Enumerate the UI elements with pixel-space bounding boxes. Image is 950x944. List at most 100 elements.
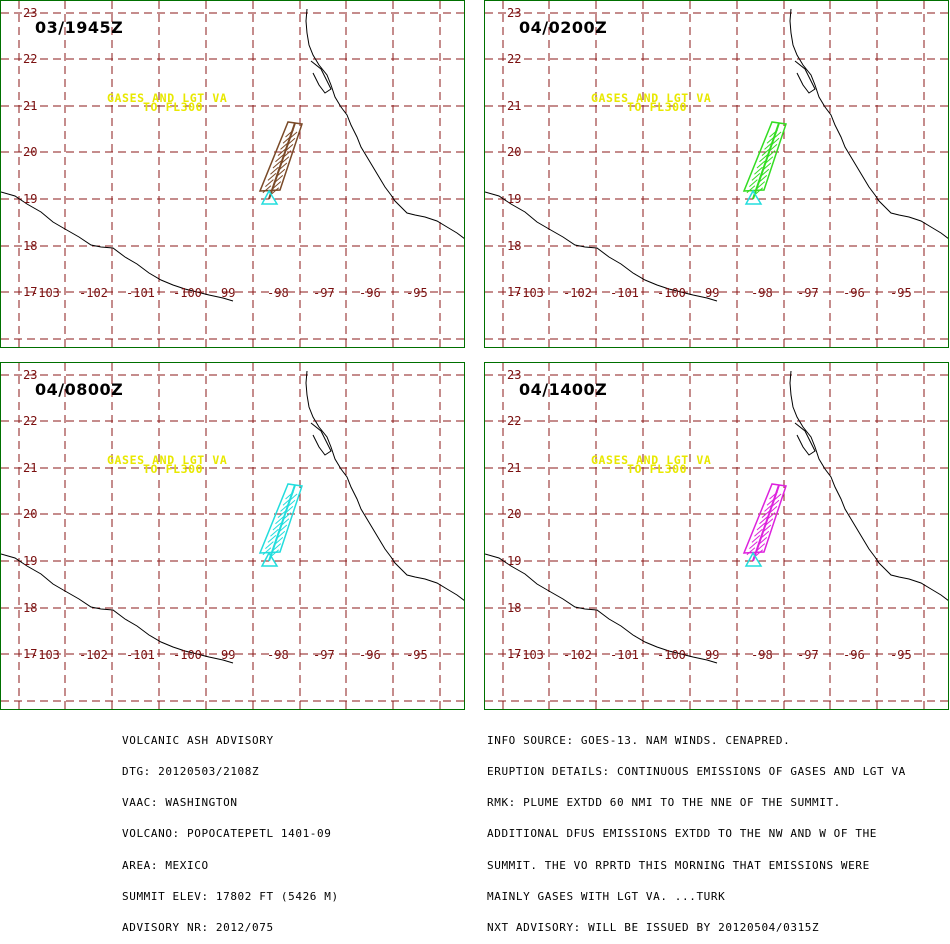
panel-time-label: 03/1945Z xyxy=(35,18,124,37)
lon-tick-label: -101 xyxy=(610,648,639,662)
ash-hatch xyxy=(769,129,778,138)
lat-tick-label: 20 xyxy=(23,507,37,521)
ash-hatch xyxy=(764,142,773,150)
ash-hatch xyxy=(282,135,292,144)
ash-hatch xyxy=(288,493,298,502)
coastline-gulf xyxy=(789,370,948,601)
ash-hatch xyxy=(766,497,776,506)
ash-hatch xyxy=(272,522,282,531)
volcano-icon xyxy=(744,551,763,567)
lat-tick-label: 17 xyxy=(507,285,521,299)
ash-cloud-axis xyxy=(752,122,780,200)
lat-tick-label: 22 xyxy=(507,52,521,66)
lon-tick-label: -95 xyxy=(406,286,428,300)
ash-hatch xyxy=(277,148,287,156)
map-canvas: 23 22 21 20 19 18 17-103 -102 -101 -100 99 -98 -97 -9… xyxy=(1,1,464,347)
lon-tick-label: -95 xyxy=(406,648,428,662)
ash-hatch xyxy=(770,499,780,508)
info-line: SUMMIT ELEV: 17802 FT (5426 M) xyxy=(122,889,339,903)
map-canvas: 23 22 21 20 19 18 17-103 -102 -101 -100 99 -98 -97 -9… xyxy=(485,363,948,709)
ash-hatch xyxy=(754,166,763,175)
lon-tick-label: -95 xyxy=(890,648,912,662)
lon-tick-label: -97 xyxy=(313,648,335,662)
lat-tick-label: 22 xyxy=(507,414,521,428)
lon-tick-label: -101 xyxy=(126,286,155,300)
ash-cloud-axis xyxy=(268,122,296,200)
ash-hatch xyxy=(275,154,284,163)
ash-hatch xyxy=(758,537,768,545)
volcano-icon xyxy=(260,551,279,567)
ash-hatch xyxy=(756,181,766,189)
lon-tick-label: 99 xyxy=(221,286,235,300)
lon-tick-label: -103 xyxy=(31,648,60,662)
ash-level-label: TO FL300 xyxy=(627,462,687,476)
lon-tick-label: -102 xyxy=(563,286,592,300)
ash-hatch xyxy=(762,162,772,171)
ash-hatch xyxy=(751,173,761,181)
ash-hatch xyxy=(756,543,766,551)
lat-tick-label: 22 xyxy=(23,414,37,428)
panel-time-label: 04/0200Z xyxy=(519,18,608,37)
lon-tick-label: 99 xyxy=(705,286,719,300)
ash-hatch xyxy=(282,150,292,158)
coastline-pacific xyxy=(485,553,718,664)
lat-tick-label: 20 xyxy=(507,145,521,159)
lon-tick-label: -100 xyxy=(173,648,202,662)
ash-hatch xyxy=(754,549,764,558)
ash-hatch xyxy=(282,497,292,506)
lat-tick-label: 21 xyxy=(23,461,37,475)
lon-tick-label: -100 xyxy=(657,286,686,300)
ash-hatch xyxy=(769,491,778,500)
coastline-pacific xyxy=(485,191,718,302)
lat-tick-label: 23 xyxy=(507,6,521,20)
coastline-lagoon xyxy=(310,422,332,456)
info-line: INFO SOURCE: GOES-13. NAM WINDS. CENAPRE… xyxy=(487,733,791,747)
ash-hatch xyxy=(758,175,768,183)
lat-tick-label: 22 xyxy=(23,52,37,66)
lat-tick-label: 21 xyxy=(507,99,521,113)
ash-hatch xyxy=(768,506,778,514)
ash-hatch xyxy=(272,543,282,551)
ash-hatch xyxy=(756,160,766,169)
lon-tick-label: -101 xyxy=(610,286,639,300)
lat-tick-label: 20 xyxy=(23,145,37,159)
lon-tick-label: -100 xyxy=(657,648,686,662)
ash-hatch xyxy=(749,541,758,549)
ash-hatch xyxy=(270,528,279,537)
ash-hatch xyxy=(286,137,296,146)
lat-tick-label: 17 xyxy=(507,647,521,661)
ash-hatch xyxy=(764,156,774,165)
lon-tick-label: -100 xyxy=(173,286,202,300)
lat-tick-label: 23 xyxy=(23,6,37,20)
info-line: VOLCANO: POPOCATEPETL 1401-09 xyxy=(122,827,332,841)
info-line: ERUPTION DETAILS: CONTINUOUS EMISSIONS O… xyxy=(487,765,906,779)
lon-tick-label: -96 xyxy=(359,648,381,662)
ash-hatch xyxy=(746,547,756,556)
info-line: NXT ADVISORY: WILL BE ISSUED BY 20120504… xyxy=(487,921,820,935)
ash-hatch xyxy=(751,535,761,543)
ash-hatch xyxy=(285,129,294,138)
ash-hatch xyxy=(284,506,294,514)
ash-hatch xyxy=(272,181,282,189)
lon-tick-label: -98 xyxy=(267,286,289,300)
ash-hatch xyxy=(280,156,290,165)
ash-hatch xyxy=(274,175,284,183)
ash-hatch xyxy=(285,491,294,500)
coastline-lagoon xyxy=(310,60,332,94)
panel-time-label: 04/1400Z xyxy=(519,380,608,399)
info-line: AREA: MEXICO xyxy=(122,858,209,872)
volcano-icon xyxy=(260,189,279,205)
map-canvas: 23 22 21 20 19 18 17-103 -102 -101 -100 99 -98 -97 -9… xyxy=(485,1,948,347)
info-line: DTG: 20120503/2108Z xyxy=(122,765,260,779)
ash-hatch xyxy=(280,518,290,527)
lon-tick-label: -102 xyxy=(563,648,592,662)
coastline-gulf xyxy=(305,370,464,601)
ash-hatch xyxy=(766,135,776,144)
ash-hatch xyxy=(280,142,289,150)
ash-hatch xyxy=(270,187,280,196)
info-line: VOLCANIC ASH ADVISORY xyxy=(122,733,274,747)
ash-hatch xyxy=(761,510,771,518)
ash-hatch xyxy=(262,547,272,556)
ash-hatch xyxy=(754,528,763,537)
lat-tick-label: 23 xyxy=(507,368,521,382)
